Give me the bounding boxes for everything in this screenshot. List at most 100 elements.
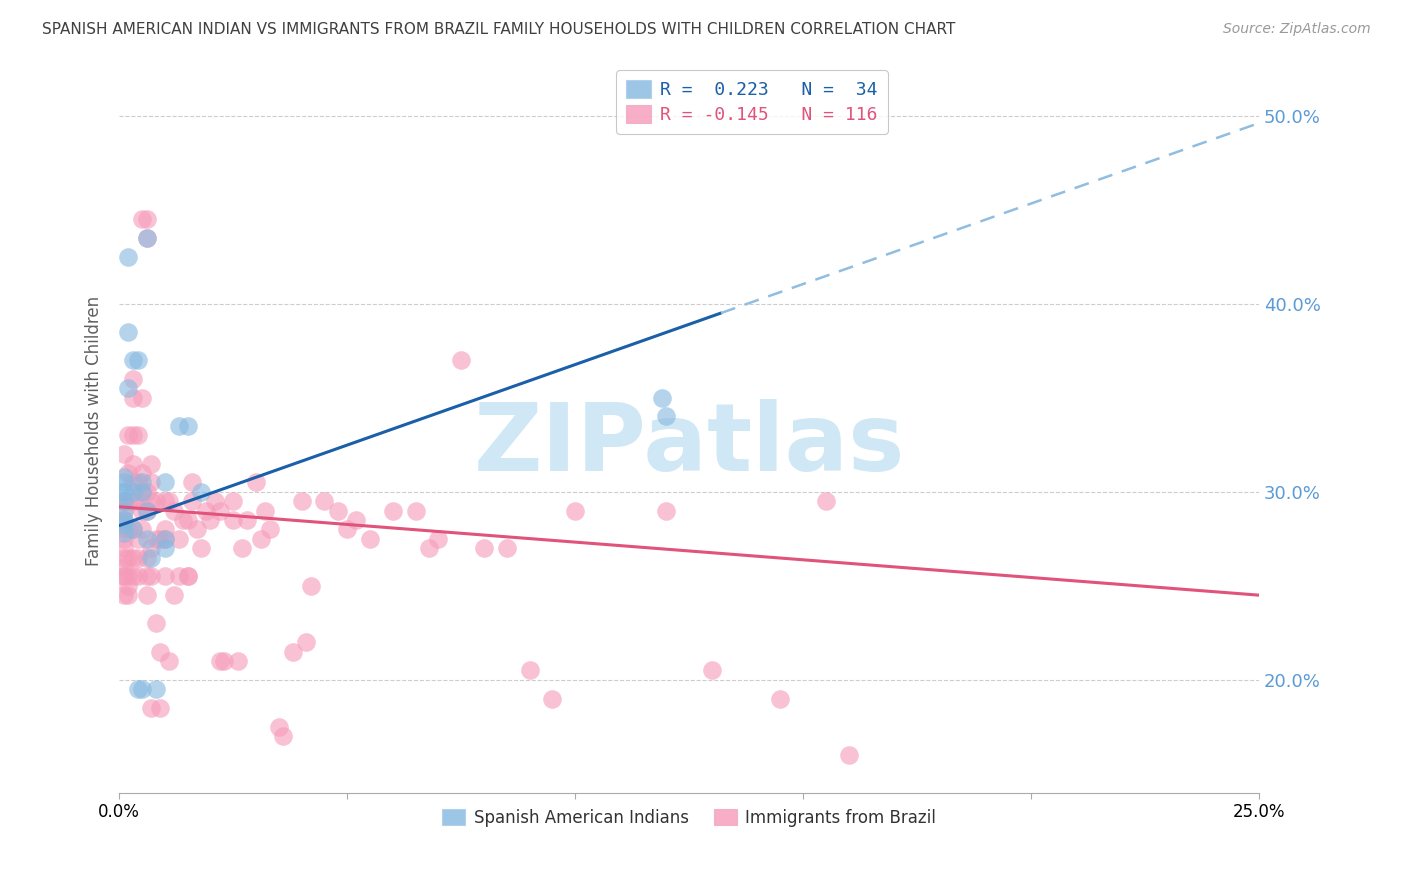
- Point: [141, 541, 163, 556]
- Point: [135, 503, 157, 517]
- Point: [122, 475, 145, 490]
- Point: [127, 475, 149, 490]
- Point: [122, 522, 145, 536]
- Text: SPANISH AMERICAN INDIAN VS IMMIGRANTS FROM BRAZIL FAMILY HOUSEHOLDS WITH CHILDRE: SPANISH AMERICAN INDIAN VS IMMIGRANTS FR…: [42, 22, 956, 37]
- Point: [359, 532, 381, 546]
- Point: [117, 522, 139, 536]
- Point: [122, 391, 145, 405]
- Point: [112, 484, 135, 499]
- Point: [112, 569, 135, 583]
- Point: [131, 484, 153, 499]
- Point: [236, 513, 259, 527]
- Point: [122, 457, 145, 471]
- Point: [541, 691, 564, 706]
- Point: [135, 231, 157, 245]
- Text: Source: ZipAtlas.com: Source: ZipAtlas.com: [1223, 22, 1371, 37]
- Point: [127, 494, 149, 508]
- Point: [145, 532, 167, 546]
- Point: [405, 503, 427, 517]
- Point: [204, 494, 226, 508]
- Point: [141, 494, 163, 508]
- Point: [122, 569, 145, 583]
- Point: [190, 541, 212, 556]
- Point: [176, 418, 198, 433]
- Point: [814, 494, 837, 508]
- Point: [212, 654, 235, 668]
- Point: [245, 475, 267, 490]
- Point: [122, 522, 145, 536]
- Point: [112, 516, 135, 531]
- Point: [157, 494, 180, 508]
- Point: [157, 654, 180, 668]
- Point: [112, 447, 135, 461]
- Point: [117, 588, 139, 602]
- Point: [131, 212, 153, 227]
- Point: [181, 475, 204, 490]
- Point: [190, 484, 212, 499]
- Point: [112, 494, 135, 508]
- Point: [249, 532, 271, 546]
- Point: [135, 569, 157, 583]
- Point: [135, 550, 157, 565]
- Point: [112, 569, 135, 583]
- Point: [117, 579, 139, 593]
- Point: [141, 475, 163, 490]
- Point: [131, 391, 153, 405]
- Point: [153, 541, 176, 556]
- Point: [176, 569, 198, 583]
- Point: [141, 569, 163, 583]
- Point: [651, 391, 673, 405]
- Point: [122, 428, 145, 442]
- Point: [153, 522, 176, 536]
- Point: [131, 466, 153, 480]
- Legend: Spanish American Indians, Immigrants from Brazil: Spanish American Indians, Immigrants fro…: [433, 800, 945, 835]
- Text: ZIPatlas: ZIPatlas: [474, 399, 905, 491]
- Point: [200, 513, 222, 527]
- Point: [112, 588, 135, 602]
- Point: [769, 691, 792, 706]
- Point: [167, 569, 190, 583]
- Point: [112, 513, 135, 527]
- Y-axis label: Family Households with Children: Family Households with Children: [86, 295, 103, 566]
- Point: [135, 212, 157, 227]
- Point: [131, 682, 153, 697]
- Point: [112, 503, 135, 517]
- Point: [564, 503, 586, 517]
- Point: [122, 484, 145, 499]
- Point: [112, 503, 135, 517]
- Point: [273, 729, 295, 743]
- Point: [131, 475, 153, 490]
- Point: [117, 466, 139, 480]
- Point: [153, 532, 176, 546]
- Point: [141, 550, 163, 565]
- Point: [194, 503, 217, 517]
- Point: [208, 503, 231, 517]
- Point: [299, 579, 322, 593]
- Point: [295, 635, 318, 649]
- Point: [344, 513, 367, 527]
- Point: [117, 325, 139, 339]
- Point: [314, 494, 336, 508]
- Point: [172, 513, 194, 527]
- Point: [222, 494, 245, 508]
- Point: [135, 588, 157, 602]
- Point: [122, 353, 145, 368]
- Point: [163, 588, 186, 602]
- Point: [117, 550, 139, 565]
- Point: [112, 484, 135, 499]
- Point: [141, 701, 163, 715]
- Point: [267, 720, 290, 734]
- Point: [153, 494, 176, 508]
- Point: [131, 484, 153, 499]
- Point: [117, 494, 139, 508]
- Point: [135, 503, 157, 517]
- Point: [149, 532, 172, 546]
- Point: [176, 569, 198, 583]
- Point: [418, 541, 440, 556]
- Point: [122, 550, 145, 565]
- Point: [167, 418, 190, 433]
- Point: [208, 654, 231, 668]
- Point: [427, 532, 450, 546]
- Point: [145, 494, 167, 508]
- Point: [127, 682, 149, 697]
